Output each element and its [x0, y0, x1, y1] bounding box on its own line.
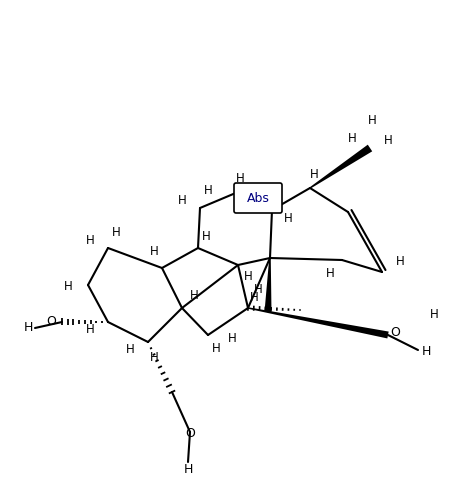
Text: H: H	[309, 167, 318, 180]
Text: H: H	[85, 324, 94, 337]
Text: H: H	[211, 343, 220, 355]
Text: H: H	[421, 346, 431, 358]
Text: H: H	[23, 322, 33, 335]
Text: O: O	[185, 427, 195, 440]
Text: H: H	[235, 171, 244, 184]
Text: H: H	[112, 225, 120, 238]
Text: H: H	[183, 464, 192, 476]
Text: H: H	[125, 344, 134, 356]
Text: H: H	[283, 212, 292, 224]
Text: H: H	[249, 291, 258, 304]
Polygon shape	[264, 258, 271, 312]
Text: Abs: Abs	[246, 192, 269, 205]
Text: H: H	[203, 183, 212, 197]
Text: O: O	[46, 316, 56, 329]
Text: H: H	[395, 256, 403, 269]
Text: O: O	[389, 327, 399, 340]
Text: H: H	[243, 271, 252, 283]
Text: H: H	[149, 351, 158, 364]
Text: H: H	[347, 132, 356, 145]
Text: H: H	[227, 333, 236, 346]
Text: H: H	[429, 308, 437, 322]
Text: H: H	[383, 134, 392, 147]
FancyBboxPatch shape	[234, 183, 281, 213]
Polygon shape	[309, 145, 371, 188]
Text: H: H	[177, 194, 186, 207]
Text: H: H	[201, 229, 210, 242]
Text: H: H	[85, 233, 94, 246]
Polygon shape	[247, 307, 388, 339]
Text: H: H	[149, 245, 158, 259]
Text: H: H	[325, 268, 334, 281]
Text: H: H	[253, 283, 262, 296]
Text: H: H	[367, 113, 375, 127]
Text: H: H	[189, 289, 198, 302]
Text: H: H	[63, 281, 72, 293]
